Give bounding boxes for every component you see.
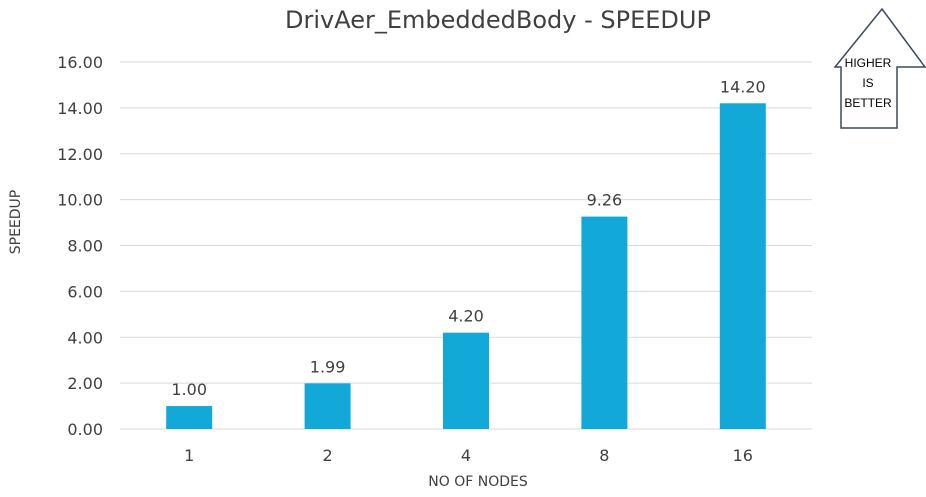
bars (166, 103, 766, 429)
y-tick-label: 0.00 (67, 420, 103, 439)
y-tick-label: 10.00 (57, 191, 103, 210)
data-label-16: 14.20 (720, 77, 766, 96)
gridlines (120, 61, 812, 430)
y-axis-title: SPEEDUP (8, 190, 24, 255)
bar-8 (581, 216, 628, 429)
y-tick-label: 16.00 (57, 53, 103, 72)
higher-is-better-arrow-icon: HIGHER IS BETTER (833, 7, 926, 129)
x-axis-title: NO OF NODES (428, 474, 528, 490)
bar-16 (719, 103, 766, 429)
bar-1 (166, 406, 213, 429)
y-tick-label: 14.00 (57, 99, 103, 118)
annotation-line-1: HIGHER (845, 56, 892, 70)
annotation-line-3: BETTER (844, 96, 892, 110)
y-tick-label: 8.00 (67, 237, 103, 256)
data-label-4: 4.20 (448, 307, 484, 326)
data-label-8: 9.26 (587, 191, 623, 210)
x-tick-label-4: 4 (461, 446, 471, 465)
annotation-line-2: IS (862, 76, 873, 90)
y-tick-label: 4.00 (67, 328, 103, 347)
y-tick-label: 2.00 (67, 374, 103, 393)
x-tick-label-2: 2 (323, 446, 333, 465)
chart-title: DrivAer_EmbeddedBody - SPEEDUP (285, 6, 711, 34)
data-labels: 1.00 1.99 4.20 9.26 14.20 (171, 77, 765, 399)
data-label-2: 1.99 (310, 357, 346, 376)
data-label-1: 1.00 (171, 380, 207, 399)
x-tick-label-16: 16 (733, 446, 753, 465)
x-tick-label-1: 1 (184, 446, 194, 465)
y-tick-label: 6.00 (67, 282, 103, 301)
bar-2 (304, 383, 351, 429)
x-tick-label-8: 8 (599, 446, 609, 465)
y-tick-label: 12.00 (57, 145, 103, 164)
y-axis-ticks: 0.00 2.00 4.00 6.00 8.00 10.00 12.00 14.00 16.00 (57, 53, 103, 439)
bar-4 (443, 332, 489, 429)
x-axis-ticks: 1 2 4 8 16 (184, 446, 753, 465)
